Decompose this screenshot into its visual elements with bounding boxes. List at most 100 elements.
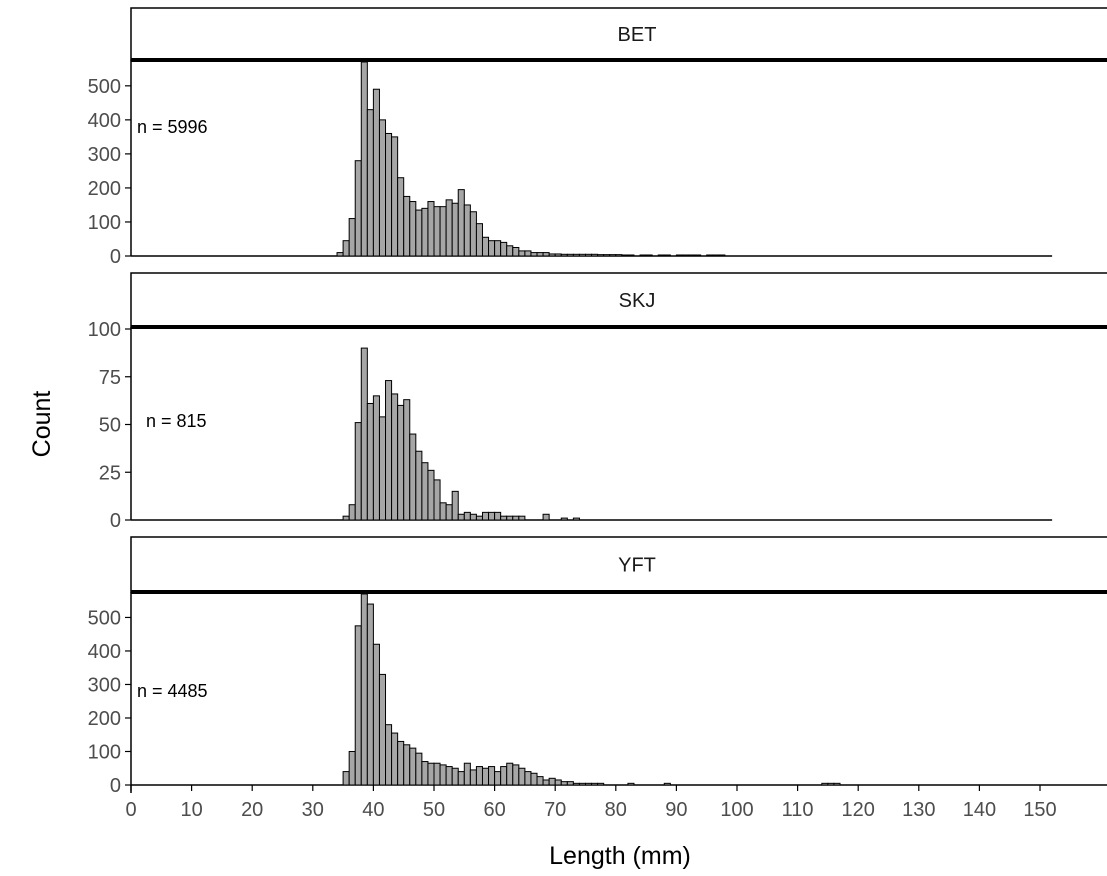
x-axis: 0 10 20 30 40 50 60 70 80 90 100 110 120 130 140 150	[125, 785, 1057, 821]
y-tick-label: 200	[88, 178, 121, 200]
histogram-bar	[397, 177, 405, 257]
histogram-bar	[530, 772, 538, 786]
histogram-bar	[366, 402, 374, 521]
histogram-bar	[494, 240, 502, 257]
histogram-bar	[360, 347, 368, 521]
histogram-bar	[500, 766, 508, 786]
histogram-bar	[506, 245, 514, 257]
histogram-bar	[694, 254, 702, 257]
histogram-bar	[530, 252, 538, 257]
histogram-bar	[609, 254, 617, 257]
histogram-bar	[675, 254, 683, 257]
histogram-bar	[518, 515, 526, 521]
histogram-bar	[481, 767, 490, 786]
x-tick-label: 120	[842, 799, 875, 821]
histogram-bar	[627, 254, 635, 257]
panel-yft: YFT 0 100 200 300 400 500 n = 4485	[88, 536, 1107, 797]
histogram-bar	[354, 625, 362, 786]
x-tick-label: 130	[902, 799, 935, 821]
histogram-bar	[603, 254, 611, 257]
histogram-bar	[409, 433, 417, 521]
y-tick-label: 0	[110, 246, 121, 268]
x-tick-label: 60	[483, 799, 505, 821]
histogram-bar	[542, 513, 550, 521]
histogram-bar	[391, 136, 399, 257]
histogram-bar	[385, 380, 393, 521]
histogram-bar	[500, 241, 508, 257]
x-tick-label: 150	[1023, 799, 1056, 821]
strip-box	[130, 7, 1107, 61]
histogram-bar	[542, 779, 550, 786]
histogram-bar	[457, 189, 465, 257]
histogram-bar	[445, 504, 453, 521]
histogram-bar	[469, 211, 477, 257]
histogram-bar	[378, 416, 387, 521]
histogram-bar	[506, 515, 514, 521]
histogram-bar	[433, 479, 441, 521]
histogram-bar	[354, 160, 362, 257]
histogram-bar	[366, 109, 374, 257]
histogram-bar	[718, 254, 726, 257]
sample-size-label: n = 5996	[137, 117, 208, 137]
y-tick-label: 500	[88, 76, 121, 98]
histogram-bar	[348, 218, 356, 257]
histogram-bar	[439, 764, 447, 786]
histogram-bar	[615, 254, 623, 257]
y-tick-label: 100	[88, 319, 121, 341]
histogram-bar	[572, 253, 580, 257]
histogram-bar	[524, 250, 532, 257]
histogram-bar	[512, 764, 520, 786]
histogram-bar	[445, 766, 453, 786]
strip-label: SKJ	[619, 290, 656, 312]
histogram-bar	[585, 782, 593, 786]
histogram-bar	[415, 450, 423, 521]
histogram-bar	[512, 246, 520, 257]
histogram-bar	[439, 206, 447, 257]
histogram-bar	[457, 771, 465, 786]
y-tick-label: 300	[88, 144, 121, 166]
histogram-bar	[578, 782, 587, 786]
sample-size-label: n = 815	[146, 411, 207, 431]
histogram-bar	[712, 254, 720, 257]
histogram-bar	[688, 254, 696, 257]
histogram-bar	[663, 254, 671, 257]
histogram-bar	[566, 781, 574, 786]
histogram-bar	[348, 750, 356, 786]
histogram-bar	[463, 204, 471, 257]
histogram-bar	[560, 253, 568, 257]
histogram-bar	[378, 119, 387, 257]
x-tick-label: 30	[302, 799, 324, 821]
histogram-bar	[524, 771, 532, 786]
histogram-bar	[591, 253, 599, 257]
y-tick-label: 200	[88, 708, 121, 730]
y-tick-label: 25	[99, 462, 121, 484]
sample-size-label: n = 4485	[137, 681, 208, 701]
histogram-bar	[488, 240, 496, 257]
histogram-bar	[494, 511, 502, 521]
histogram-bar	[409, 201, 417, 257]
histogram-bar	[639, 254, 647, 257]
y-tick-label: 100	[88, 741, 121, 763]
strip-box	[130, 272, 1107, 328]
histogram-bar	[475, 223, 483, 257]
histogram-bar	[591, 782, 599, 786]
histogram-bar	[475, 515, 483, 521]
histogram-bar	[385, 724, 393, 786]
histogram-bar	[427, 469, 435, 521]
histogram-bar	[360, 593, 368, 786]
histogram-bar	[597, 782, 605, 786]
histogram-bar	[421, 462, 429, 521]
histogram-bar	[627, 782, 635, 786]
x-tick-label: 90	[665, 799, 687, 821]
histogram-bar	[421, 207, 429, 257]
histogram-bar	[336, 252, 344, 257]
histogram-bar	[542, 252, 550, 257]
y-tick-label: 400	[88, 641, 121, 663]
histogram-bar	[488, 766, 496, 786]
histogram-bar	[536, 252, 544, 257]
histogram-bar	[833, 782, 841, 786]
x-tick-label: 50	[423, 799, 445, 821]
y-tick-label: 500	[88, 607, 121, 629]
histogram-bar	[585, 253, 593, 257]
